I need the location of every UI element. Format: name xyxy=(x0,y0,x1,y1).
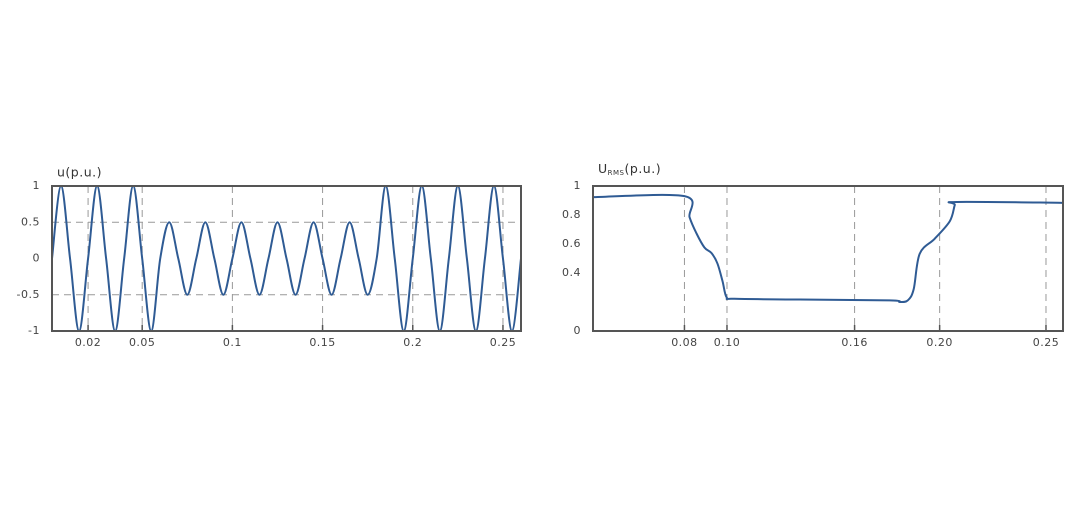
y-tick-label: 1 xyxy=(33,179,41,192)
y-tick-label: -0.5 xyxy=(17,288,40,301)
x-tick-label: 0.20 xyxy=(926,336,953,349)
y-axis-label: u(p.u.) xyxy=(57,165,102,180)
y-tick-label: 0.6 xyxy=(562,237,581,250)
y-tick-label: 0 xyxy=(33,252,41,265)
x-tick-label: 0.02 xyxy=(75,336,102,349)
plot-frame xyxy=(51,185,522,332)
plot-frame xyxy=(592,185,1064,332)
x-tick-label: 0.25 xyxy=(1033,336,1060,349)
x-tick-label: 0.15 xyxy=(309,336,336,349)
x-tick-label: 0.16 xyxy=(841,336,868,349)
x-tick-label: 0.10 xyxy=(714,336,741,349)
y-tick-label: 0.4 xyxy=(562,266,581,279)
x-tick-label: 0.05 xyxy=(129,336,156,349)
data-line xyxy=(52,184,521,333)
y-tick-label: -1 xyxy=(28,324,40,337)
data-line xyxy=(593,193,1063,304)
x-tick-label: 0.1 xyxy=(223,336,242,349)
y-axis-label: URMS(p.u.) xyxy=(598,161,661,178)
y-tick-label: 0.5 xyxy=(21,215,40,228)
y-tick-label: 0 xyxy=(574,324,582,337)
y-tick-label: 0.8 xyxy=(562,208,581,221)
y-tick-label: 1 xyxy=(574,179,582,192)
y-axis-label-suffix: (p.u.) xyxy=(625,161,662,176)
y-axis-label-sub: RMS xyxy=(608,169,625,177)
x-tick-label: 0.2 xyxy=(403,336,422,349)
x-tick-label: 0.25 xyxy=(490,336,517,349)
y-axis-label-main: U xyxy=(598,161,608,176)
x-tick-label: 0.08 xyxy=(671,336,698,349)
